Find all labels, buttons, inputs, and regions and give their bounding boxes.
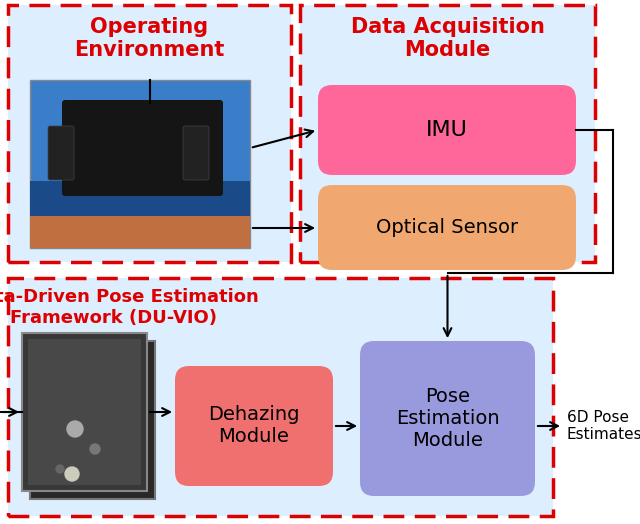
Circle shape	[65, 467, 79, 481]
FancyBboxPatch shape	[8, 278, 553, 516]
FancyBboxPatch shape	[22, 333, 147, 491]
Text: Data-Driven Pose Estimation
Framework (DU-VIO): Data-Driven Pose Estimation Framework (D…	[0, 288, 259, 327]
Circle shape	[90, 444, 100, 454]
Circle shape	[56, 465, 64, 473]
Text: 6D Pose
Estimates: 6D Pose Estimates	[567, 410, 640, 442]
Text: Optical Sensor: Optical Sensor	[376, 218, 518, 237]
FancyBboxPatch shape	[300, 5, 595, 262]
FancyBboxPatch shape	[48, 126, 74, 180]
FancyBboxPatch shape	[30, 216, 250, 248]
FancyBboxPatch shape	[30, 181, 250, 248]
FancyBboxPatch shape	[183, 126, 209, 180]
Text: Data Acquisition
Module: Data Acquisition Module	[351, 17, 545, 60]
Text: Dehazing
Module: Dehazing Module	[208, 406, 300, 446]
FancyBboxPatch shape	[360, 341, 535, 496]
FancyBboxPatch shape	[28, 339, 141, 485]
FancyBboxPatch shape	[30, 80, 250, 248]
FancyBboxPatch shape	[175, 366, 333, 486]
Circle shape	[67, 421, 83, 437]
Text: Pose
Estimation
Module: Pose Estimation Module	[396, 387, 499, 450]
FancyBboxPatch shape	[30, 341, 155, 499]
FancyBboxPatch shape	[62, 100, 223, 196]
Text: Operating
Environment: Operating Environment	[74, 17, 225, 60]
FancyBboxPatch shape	[318, 85, 576, 175]
Text: IMU: IMU	[426, 120, 468, 140]
FancyBboxPatch shape	[8, 5, 291, 262]
FancyBboxPatch shape	[318, 185, 576, 270]
